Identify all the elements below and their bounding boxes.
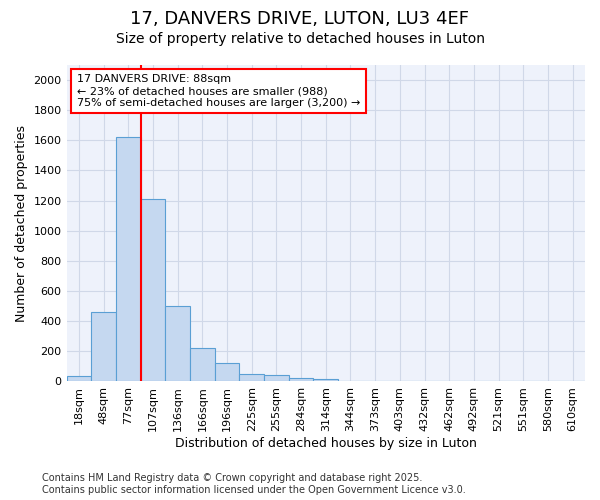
Text: 17 DANVERS DRIVE: 88sqm
← 23% of detached houses are smaller (988)
75% of semi-d: 17 DANVERS DRIVE: 88sqm ← 23% of detache… (77, 74, 360, 108)
Bar (239, 374, 264, 382)
Bar (165, 306, 190, 382)
Bar (264, 376, 289, 382)
Bar (140, 199, 165, 382)
Bar (289, 378, 313, 382)
Bar (313, 379, 338, 382)
Bar (91, 312, 116, 382)
Text: 17, DANVERS DRIVE, LUTON, LU3 4EF: 17, DANVERS DRIVE, LUTON, LU3 4EF (131, 10, 470, 28)
Text: Contains HM Land Registry data © Crown copyright and database right 2025.
Contai: Contains HM Land Registry data © Crown c… (42, 474, 466, 495)
Y-axis label: Number of detached properties: Number of detached properties (15, 124, 28, 322)
Bar (67, 376, 91, 382)
Bar (190, 348, 215, 382)
Text: Size of property relative to detached houses in Luton: Size of property relative to detached ho… (115, 32, 485, 46)
Bar (215, 364, 239, 382)
X-axis label: Distribution of detached houses by size in Luton: Distribution of detached houses by size … (175, 437, 477, 450)
Bar (116, 138, 140, 382)
